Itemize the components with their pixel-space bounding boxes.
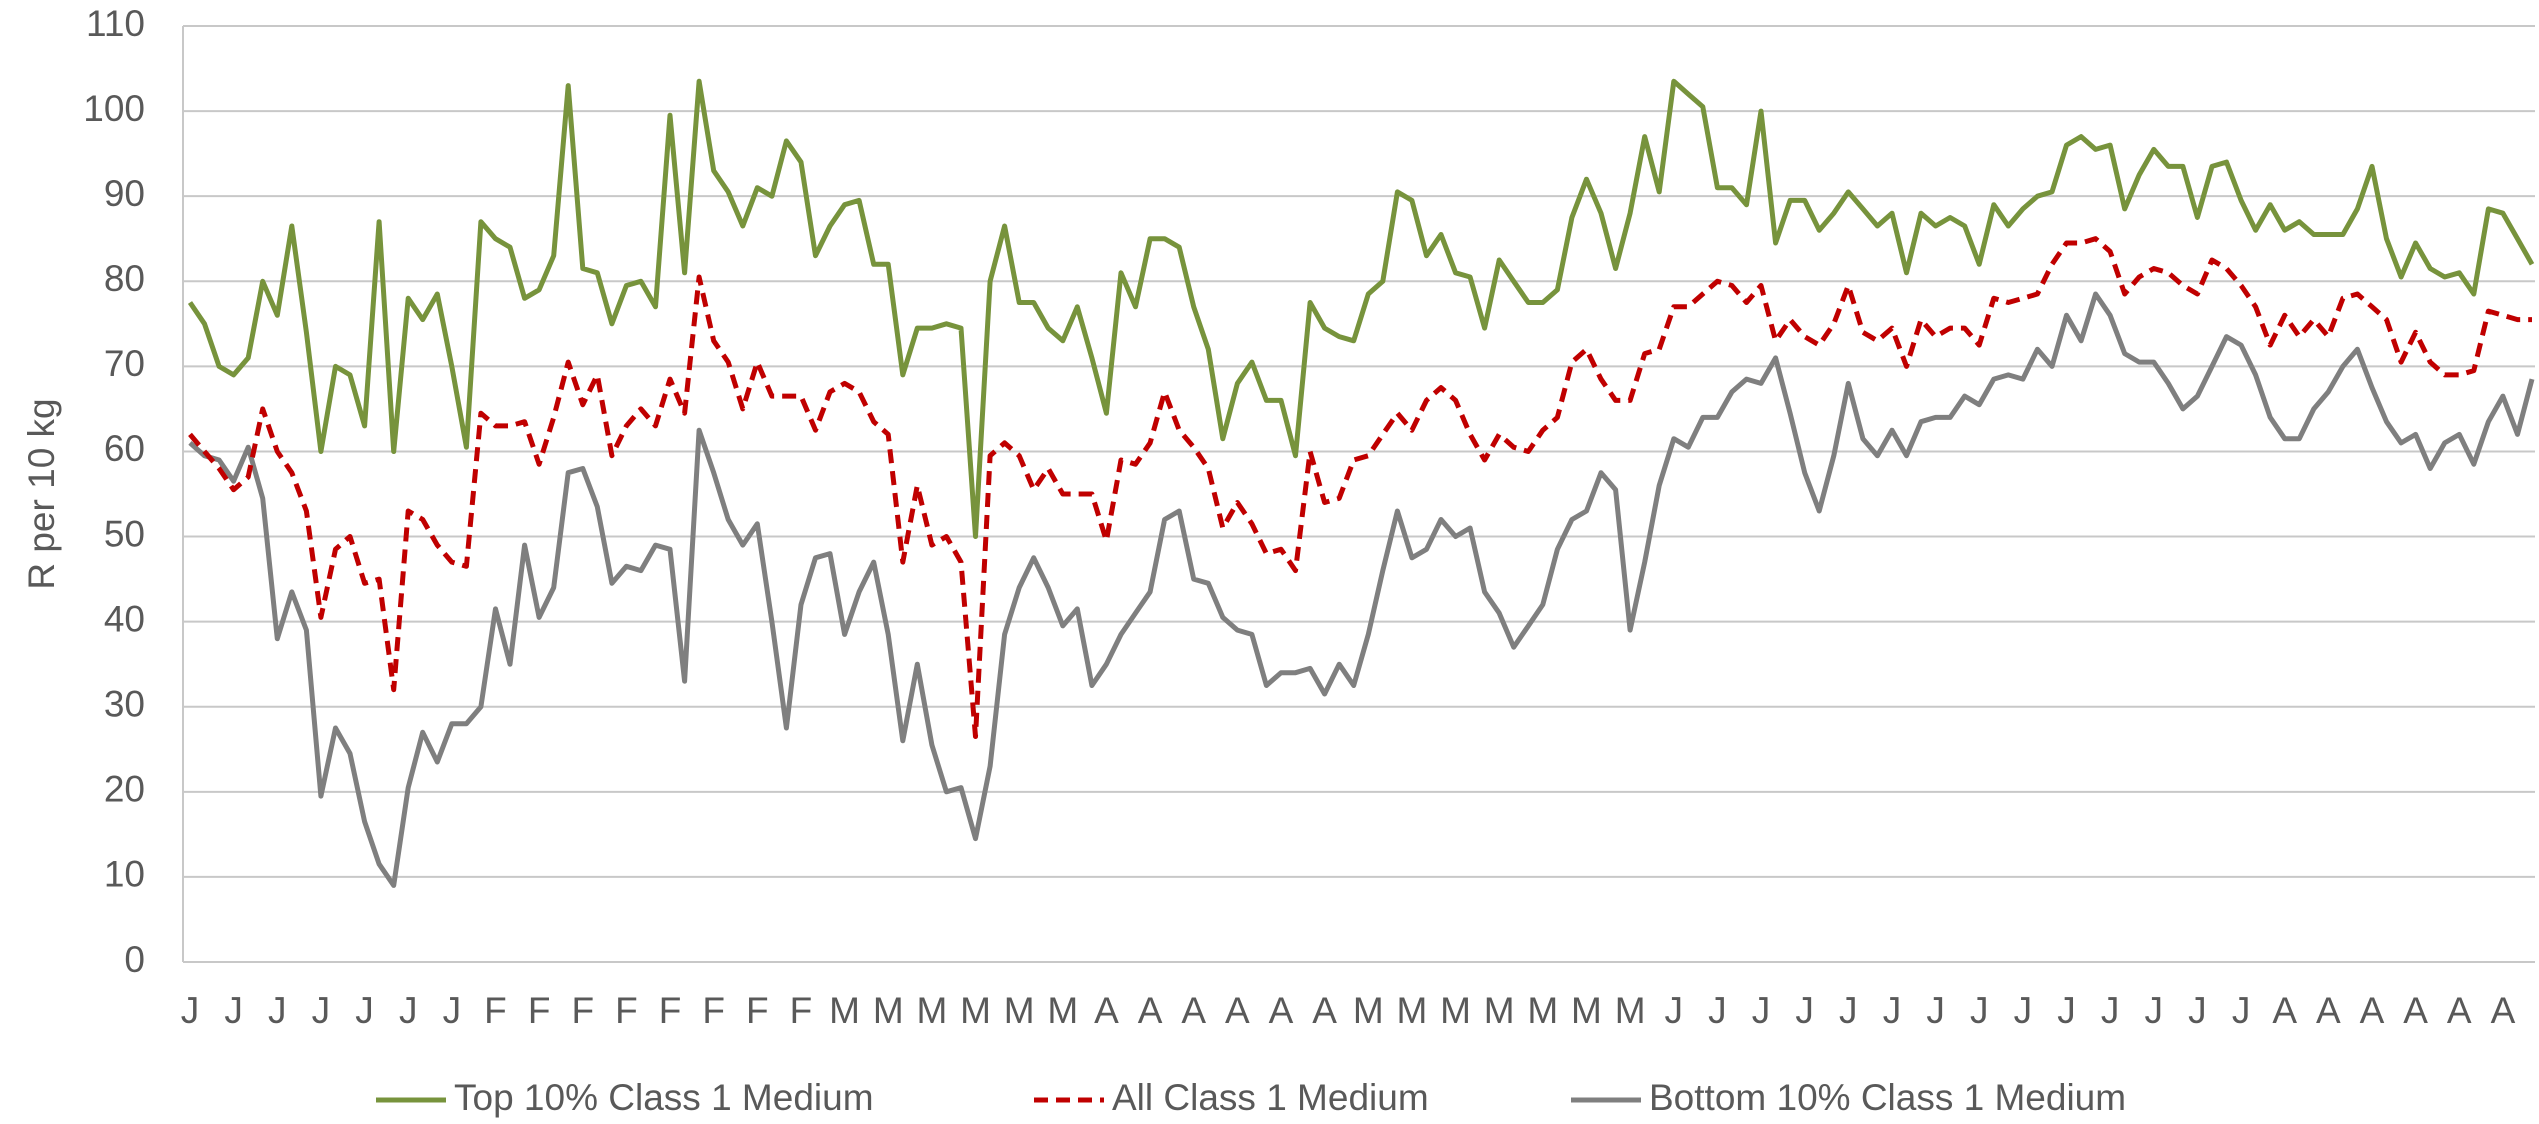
- legend-label: Top 10% Class 1 Medium: [454, 1077, 874, 1118]
- x-tick-label: J: [2014, 990, 2033, 1031]
- x-tick-label: J: [1926, 990, 1945, 1031]
- y-axis-title: R per 10 kg: [21, 398, 62, 589]
- legend-label: All Class 1 Medium: [1112, 1077, 1429, 1118]
- series-line: [187, 78, 2535, 539]
- x-tick-label: M: [829, 990, 860, 1031]
- x-tick-label: A: [1181, 990, 1206, 1031]
- x-tick-label: A: [1312, 990, 1337, 1031]
- x-tick-label: A: [2316, 990, 2341, 1031]
- x-tick-label: J: [443, 990, 462, 1031]
- x-tick-label: A: [2447, 990, 2472, 1031]
- x-tick-label: J: [268, 990, 287, 1031]
- x-tick-label: F: [615, 990, 638, 1031]
- x-tick-label: M: [1353, 990, 1384, 1031]
- x-tick-label: M: [960, 990, 991, 1031]
- x-tick-label: M: [1440, 990, 1471, 1031]
- y-tick-label: 100: [83, 88, 145, 129]
- y-tick-label: 20: [104, 769, 145, 810]
- x-tick-label: F: [571, 990, 594, 1031]
- x-tick-label: M: [1527, 990, 1558, 1031]
- y-tick-label: 90: [104, 173, 145, 214]
- x-tick-label: F: [746, 990, 769, 1031]
- x-tick-label: J: [399, 990, 418, 1031]
- x-tick-label: M: [1571, 990, 1602, 1031]
- x-tick-label: M: [1004, 990, 1035, 1031]
- x-tick-label: J: [2057, 990, 2076, 1031]
- x-tick-label: J: [1970, 990, 1989, 1031]
- x-tick-label: F: [702, 990, 725, 1031]
- x-tick-label: M: [1396, 990, 1427, 1031]
- x-tick-label: J: [1752, 990, 1771, 1031]
- y-tick-label: 50: [104, 513, 145, 554]
- x-tick-label: J: [1883, 990, 1902, 1031]
- y-tick-label: 40: [104, 598, 145, 639]
- x-tick-label: A: [1094, 990, 1119, 1031]
- legend-label: Bottom 10% Class 1 Medium: [1649, 1077, 2126, 1118]
- x-tick-label: J: [224, 990, 243, 1031]
- x-tick-label: J: [2188, 990, 2207, 1031]
- x-tick-label: A: [1138, 990, 1163, 1031]
- x-tick-label: J: [312, 990, 331, 1031]
- series-line: [188, 291, 2535, 888]
- x-tick-label: F: [484, 990, 507, 1031]
- x-tick-label: J: [1708, 990, 1727, 1031]
- y-tick-label: 60: [104, 428, 145, 469]
- x-tick-label: J: [2101, 990, 2120, 1031]
- y-tick-label: 110: [86, 3, 145, 44]
- x-tick-label: J: [1839, 990, 1858, 1031]
- y-tick-label: 80: [104, 258, 145, 299]
- x-tick-label: J: [2145, 990, 2164, 1031]
- x-tick-label: M: [916, 990, 947, 1031]
- y-tick-label: 10: [104, 854, 145, 895]
- x-tick-label: M: [1484, 990, 1515, 1031]
- x-tick-label: A: [1269, 990, 1294, 1031]
- x-tick-label: M: [1047, 990, 1078, 1031]
- x-tick-label: M: [1615, 990, 1646, 1031]
- x-tick-label: A: [2491, 990, 2516, 1031]
- series-line: [188, 236, 2532, 739]
- y-tick-label: 0: [124, 939, 145, 980]
- x-tick-label: A: [2403, 990, 2428, 1031]
- x-tick-label: A: [2272, 990, 2297, 1031]
- x-tick-label: F: [659, 990, 682, 1031]
- x-tick-label: J: [1795, 990, 1814, 1031]
- x-tick-label: J: [1665, 990, 1684, 1031]
- y-tick-label: 30: [104, 684, 145, 725]
- x-tick-label: A: [1225, 990, 1250, 1031]
- x-tick-label: A: [2360, 990, 2385, 1031]
- y-tick-label: 70: [104, 343, 145, 384]
- x-tick-label: M: [873, 990, 904, 1031]
- x-tick-label: J: [355, 990, 374, 1031]
- x-tick-label: J: [2232, 990, 2251, 1031]
- x-tick-label: F: [528, 990, 551, 1031]
- x-tick-label: F: [790, 990, 813, 1031]
- x-tick-label: J: [181, 990, 200, 1031]
